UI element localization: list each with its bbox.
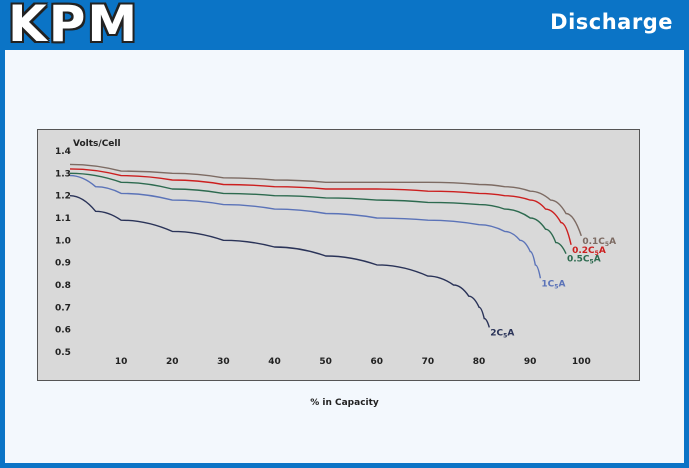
brand-logo: KPM	[8, 0, 140, 53]
series-label-0.1C5A: 0.1C5A	[582, 237, 616, 248]
y-tick-label: 1.2	[55, 192, 71, 202]
y-tick-label: 1.4	[55, 147, 71, 157]
y-tick-label: 1.3	[55, 169, 71, 179]
series-label-0.2C5A: 0.2C5A	[572, 246, 606, 257]
x-tick-label: 30	[217, 357, 230, 367]
x-tick-label: 50	[319, 357, 332, 367]
y-tick-label: 1.1	[55, 214, 71, 224]
header-bar: KPM Discharge	[0, 0, 689, 53]
y-tick-label: 0.9	[55, 259, 71, 269]
x-tick-label: 40	[268, 357, 281, 367]
x-tick-label: 10	[115, 357, 128, 367]
x-axis-label: % in Capacity	[310, 398, 379, 408]
series-label-2C5A: 2C5A	[490, 328, 514, 339]
y-tick-label: 1.0	[55, 236, 71, 246]
x-tick-label: 90	[524, 357, 537, 367]
series-label-1C5A: 1C5A	[541, 279, 565, 290]
x-tick-label: 80	[473, 357, 486, 367]
series-label-0.5C5A: 0.5C5A	[567, 255, 601, 266]
page-title: Discharge	[550, 10, 673, 34]
y-tick-label: 0.7	[55, 303, 71, 313]
y-tick-label: 0.8	[55, 281, 71, 291]
x-tick-label: 100	[572, 357, 591, 367]
series-line-0.2C5A	[69, 168, 572, 245]
series-line-1C5A	[69, 174, 542, 279]
series-line-0.5C5A	[69, 172, 567, 254]
x-tick-label: 70	[422, 357, 435, 367]
y-axis-label: Volts/Cell	[73, 139, 121, 149]
y-tick-label: 0.5	[55, 348, 71, 358]
x-tick-label: 60	[371, 357, 384, 367]
series-line-0.1C5A	[69, 163, 582, 237]
series-line-2C5A	[69, 195, 490, 328]
y-tick-label: 0.6	[55, 326, 71, 336]
x-tick-label: 20	[166, 357, 179, 367]
